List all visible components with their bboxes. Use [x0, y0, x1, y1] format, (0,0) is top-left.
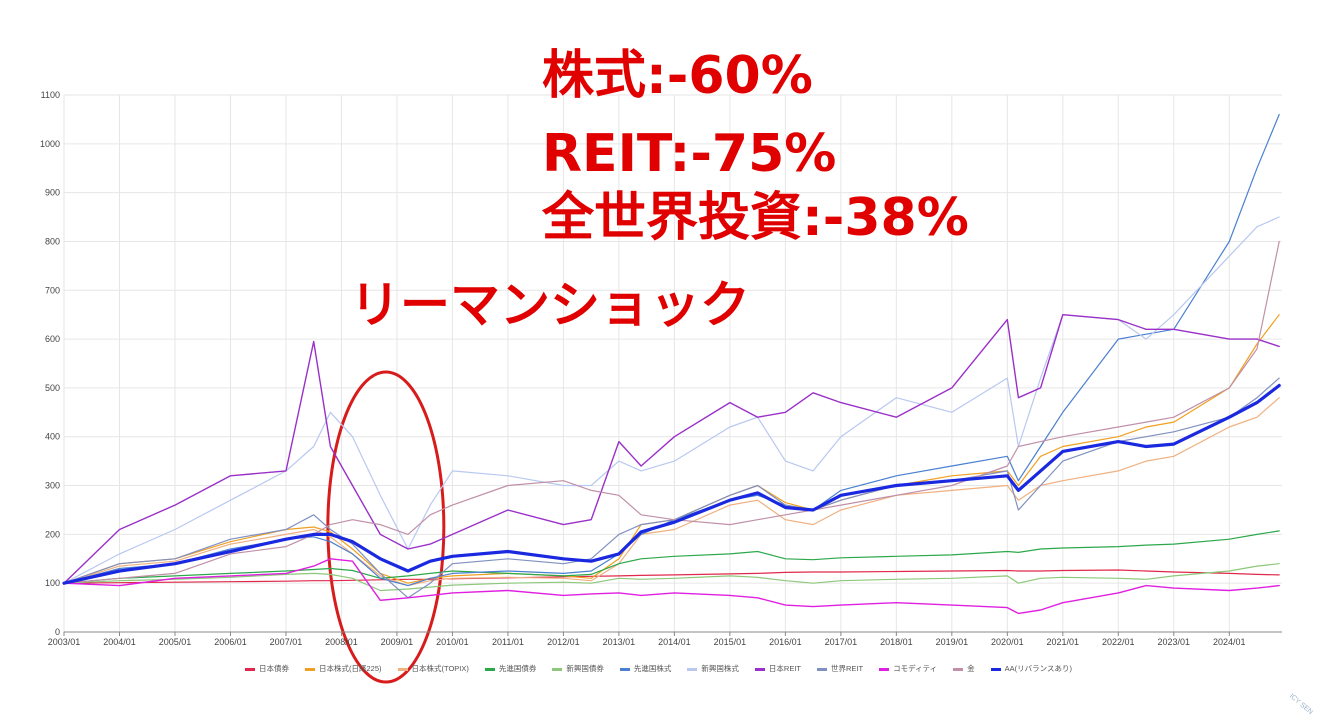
x-tick-label: 2023/01	[1158, 637, 1191, 647]
legend-item: 日本株式(日経225)	[305, 663, 382, 674]
legend-swatch	[687, 667, 698, 671]
gridlines	[63, 94, 1282, 633]
x-tick-label: 2006/01	[214, 637, 247, 647]
legend-swatch	[619, 667, 630, 671]
legend-item: AA(リバランスあり)	[990, 663, 1072, 674]
y-tick-label: 400	[45, 432, 60, 442]
x-tick-label: 2022/01	[1102, 637, 1135, 647]
legend-item: 日本REIT	[754, 663, 801, 674]
series-line	[63, 563, 1280, 592]
y-tick-label: 500	[45, 383, 60, 393]
x-tick-label: 2012/01	[547, 637, 580, 647]
y-tick-label: 900	[45, 188, 60, 198]
legend-label: 日本債券	[259, 664, 290, 673]
legend-swatch	[245, 667, 256, 671]
x-tick-label: 2018/01	[880, 637, 913, 647]
x-tick-label: 2024/01	[1213, 637, 1246, 647]
legend-swatch	[484, 667, 495, 671]
x-tick-label: 2014/01	[658, 637, 691, 647]
series-line	[63, 530, 1280, 584]
x-tick-label: 2017/01	[825, 637, 858, 647]
legend-swatch	[552, 667, 563, 671]
legend-label: 日本REIT	[768, 664, 801, 673]
series-line	[63, 558, 1280, 615]
annotation-stock-drop: 株式:-60%	[542, 46, 813, 106]
legend-item: 金	[953, 663, 975, 674]
legend-label: 日本株式(TOPIX)	[411, 664, 469, 673]
y-tick-label: 700	[45, 285, 60, 295]
legend-item: 先進国株式	[619, 663, 672, 674]
series-group	[62, 113, 1281, 615]
y-tick-label: 600	[45, 334, 60, 344]
legend-label: 新興国株式	[701, 664, 739, 673]
annotation-lehman-shock: リーマンショック	[350, 276, 750, 334]
x-tick-label: 2005/01	[159, 637, 192, 647]
legend-label: 金	[967, 664, 975, 673]
legend-label: コモディティ	[893, 664, 938, 673]
legend-item: 新興国株式	[687, 663, 739, 674]
legend-item: コモディティ	[879, 663, 937, 674]
legend-label: 先進国債券	[498, 664, 537, 673]
annotation-world-drop: 全世界投資:-38%	[542, 188, 969, 248]
legend-label: 先進国株式	[633, 664, 672, 673]
legend-label: AA(リバランスあり)	[1004, 664, 1072, 673]
legend-swatch	[817, 667, 827, 671]
series-line	[63, 377, 1280, 599]
legend-swatch	[990, 667, 1001, 671]
series-line	[63, 216, 1280, 584]
legend-label: 日本株式(日経225)	[319, 664, 382, 673]
x-tick-label: 2008/01	[325, 637, 358, 647]
legend-item: 日本債券	[245, 663, 289, 674]
legend-label: 世界REIT	[831, 664, 864, 673]
x-tick-label: 2010/01	[436, 637, 469, 647]
legend-swatch	[953, 667, 964, 671]
legend-item: 日本株式(TOPIX)	[397, 663, 469, 674]
chart-legend: 日本債券 日本株式(日経225) 日本株式(TOPIX) 先進国債券 新興国債券 先進国株…	[0, 663, 1317, 674]
series-line	[63, 113, 1280, 587]
x-tick-label: 2015/01	[714, 637, 747, 647]
y-tick-label: 0	[55, 627, 60, 637]
x-tick-label: 2013/01	[603, 637, 636, 647]
x-tick-label: 2004/01	[103, 637, 136, 647]
x-tick-label: 2009/01	[381, 637, 414, 647]
y-tick-label: 300	[45, 481, 60, 491]
y-tick-label: 1100	[41, 90, 60, 100]
x-tick-label: 2007/01	[270, 637, 303, 647]
series-line	[63, 314, 1280, 584]
series-line	[63, 569, 1280, 584]
x-tick-label: 2021/01	[1047, 637, 1080, 647]
x-tick-label: 2020/01	[991, 637, 1024, 647]
series-line	[63, 240, 1280, 584]
legend-item: 先進国債券	[484, 663, 537, 674]
x-tick-label: 2003/01	[48, 637, 81, 647]
legend-item: 世界REIT	[817, 663, 863, 674]
legend-swatch	[879, 667, 890, 671]
y-tick-label: 800	[45, 236, 60, 246]
series-line	[62, 383, 1281, 585]
x-tick-label: 2011/01	[492, 637, 524, 647]
legend-swatch	[397, 667, 408, 671]
y-tick-label: 200	[45, 529, 60, 539]
x-tick-label: 2016/01	[769, 637, 802, 647]
legend-item: 新興国債券	[552, 663, 604, 674]
legend-swatch	[305, 667, 316, 671]
y-tick-label: 100	[45, 578, 60, 588]
legend-swatch	[754, 667, 765, 671]
legend-label: 新興国債券	[566, 664, 604, 673]
annotation-reit-drop: REIT:-75%	[542, 124, 837, 184]
y-tick-label: 1000	[40, 139, 60, 149]
axis-labels: 0 100 200 300 400 500 600 700 800 900 1000 1100 2003…	[40, 90, 1282, 647]
x-tick-label: 2019/01	[936, 637, 969, 647]
